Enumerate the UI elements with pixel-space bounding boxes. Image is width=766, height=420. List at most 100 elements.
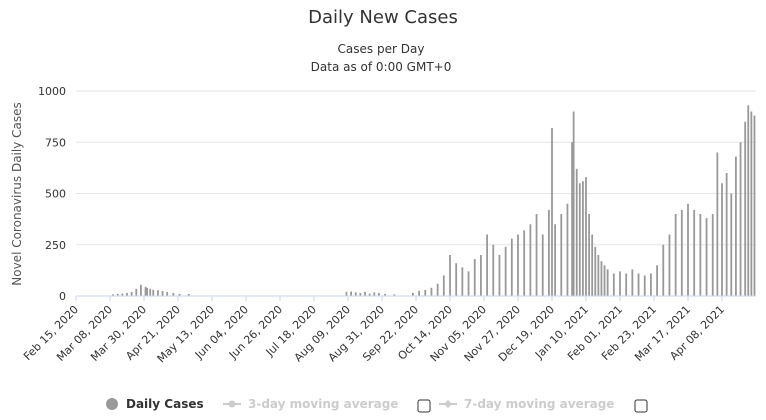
bar-daily-cases[interactable] <box>354 292 357 296</box>
bar-daily-cases[interactable] <box>725 173 728 296</box>
bar-daily-cases[interactable] <box>467 271 470 296</box>
bar-daily-cases[interactable] <box>112 294 114 296</box>
bar-daily-cases[interactable] <box>674 214 677 296</box>
bar-daily-cases[interactable] <box>430 287 433 296</box>
bar-daily-cases[interactable] <box>364 291 366 296</box>
bar-daily-cases[interactable] <box>578 183 581 296</box>
bar-daily-cases[interactable] <box>551 127 553 297</box>
bar-daily-cases[interactable] <box>126 292 128 296</box>
legend-label-7day[interactable]: 7-day moving average <box>464 397 614 411</box>
bar-daily-cases[interactable] <box>588 214 590 296</box>
bar-series-daily-cases[interactable] <box>112 105 756 297</box>
legend-label-3day[interactable]: 3-day moving average <box>248 397 398 411</box>
bar-daily-cases[interactable] <box>455 263 458 296</box>
bar-daily-cases[interactable] <box>668 234 671 297</box>
bar-daily-cases[interactable] <box>504 246 507 296</box>
bar-daily-cases[interactable] <box>473 259 476 296</box>
bar-daily-cases[interactable] <box>152 289 155 296</box>
bar-daily-cases[interactable] <box>368 293 371 296</box>
bar-daily-cases[interactable] <box>693 209 696 296</box>
bar-daily-cases[interactable] <box>699 214 702 296</box>
bar-daily-cases[interactable] <box>393 294 396 296</box>
bar-daily-cases[interactable] <box>594 246 597 296</box>
bar-daily-cases[interactable] <box>442 275 445 297</box>
bar-daily-cases[interactable] <box>130 291 133 296</box>
bar-daily-cases[interactable] <box>612 273 615 296</box>
bar-daily-cases[interactable] <box>418 290 420 297</box>
bar-daily-cases[interactable] <box>591 234 594 297</box>
bar-daily-cases[interactable] <box>449 255 451 296</box>
bar-daily-cases[interactable] <box>566 203 569 296</box>
legend-marker-3day[interactable] <box>228 400 236 408</box>
bar-daily-cases[interactable] <box>116 293 119 296</box>
bar-daily-cases[interactable] <box>373 292 376 296</box>
bar-daily-cases[interactable] <box>705 218 708 296</box>
bar-daily-cases[interactable] <box>529 224 532 296</box>
bar-daily-cases[interactable] <box>436 283 439 296</box>
bar-daily-cases[interactable] <box>121 293 124 296</box>
bar-daily-cases[interactable] <box>535 214 538 296</box>
bar-daily-cases[interactable] <box>486 234 488 297</box>
bar-daily-cases[interactable] <box>412 292 414 296</box>
bar-daily-cases[interactable] <box>178 293 181 296</box>
bar-daily-cases[interactable] <box>687 203 689 296</box>
bar-daily-cases[interactable] <box>662 244 665 296</box>
bar-daily-cases[interactable] <box>575 168 578 296</box>
bar-daily-cases[interactable] <box>172 292 175 296</box>
legend-marker-7day[interactable] <box>444 400 452 408</box>
bar-daily-cases[interactable] <box>359 292 362 296</box>
bar-daily-cases[interactable] <box>680 209 683 296</box>
bar-daily-cases[interactable] <box>619 271 621 296</box>
bar-daily-cases[interactable] <box>656 265 658 296</box>
bar-daily-cases[interactable] <box>650 273 652 296</box>
bar-daily-cases[interactable] <box>721 183 723 296</box>
bar-daily-cases[interactable] <box>716 152 719 297</box>
bar-daily-cases[interactable] <box>631 269 634 296</box>
bar-daily-cases[interactable] <box>510 238 513 296</box>
bar-daily-cases[interactable] <box>711 214 714 296</box>
bar-daily-cases[interactable] <box>149 288 152 296</box>
bar-daily-cases[interactable] <box>187 293 190 296</box>
bar-daily-cases[interactable] <box>735 156 737 296</box>
bar-daily-cases[interactable] <box>345 291 348 296</box>
bar-daily-cases[interactable] <box>166 291 169 296</box>
bar-daily-cases[interactable] <box>585 177 587 296</box>
bar-daily-cases[interactable] <box>461 267 464 296</box>
bar-daily-cases[interactable] <box>554 224 556 296</box>
bar-daily-cases[interactable] <box>750 111 753 297</box>
bar-daily-cases[interactable] <box>739 142 742 296</box>
bar-daily-cases[interactable] <box>571 142 573 296</box>
bar-daily-cases[interactable] <box>157 290 159 296</box>
bar-daily-cases[interactable] <box>572 111 575 297</box>
legend-checkbox-3day[interactable] <box>417 399 431 413</box>
bar-daily-cases[interactable] <box>548 209 550 296</box>
bar-daily-cases[interactable] <box>643 275 646 297</box>
bar-daily-cases[interactable] <box>730 193 733 297</box>
bar-daily-cases[interactable] <box>424 289 427 296</box>
legend-checkbox-7day[interactable] <box>634 399 648 413</box>
bar-daily-cases[interactable] <box>378 292 380 296</box>
bar-daily-cases[interactable] <box>744 121 747 296</box>
bar-daily-cases[interactable] <box>541 234 544 297</box>
legend-marker-daily-cases[interactable] <box>106 398 118 410</box>
bar-daily-cases[interactable] <box>625 273 628 296</box>
bar-daily-cases[interactable] <box>606 269 609 296</box>
bar-daily-cases[interactable] <box>144 286 147 296</box>
bar-daily-cases[interactable] <box>384 293 386 296</box>
bar-daily-cases[interactable] <box>498 255 501 296</box>
bar-daily-cases[interactable] <box>161 290 164 297</box>
legend-label-daily-cases[interactable]: Daily Cases <box>126 397 204 411</box>
bar-daily-cases[interactable] <box>597 255 600 296</box>
bar-daily-cases[interactable] <box>523 230 526 296</box>
bar-daily-cases[interactable] <box>560 214 563 296</box>
bar-daily-cases[interactable] <box>146 287 148 296</box>
bar-daily-cases[interactable] <box>140 284 142 296</box>
bar-daily-cases[interactable] <box>135 288 138 296</box>
bar-daily-cases[interactable] <box>637 273 640 296</box>
bar-daily-cases[interactable] <box>517 234 519 297</box>
bar-daily-cases[interactable] <box>350 291 352 296</box>
bar-daily-cases[interactable] <box>600 261 603 296</box>
bar-daily-cases[interactable] <box>582 181 584 296</box>
bar-daily-cases[interactable] <box>753 115 756 296</box>
bar-daily-cases[interactable] <box>480 255 482 296</box>
